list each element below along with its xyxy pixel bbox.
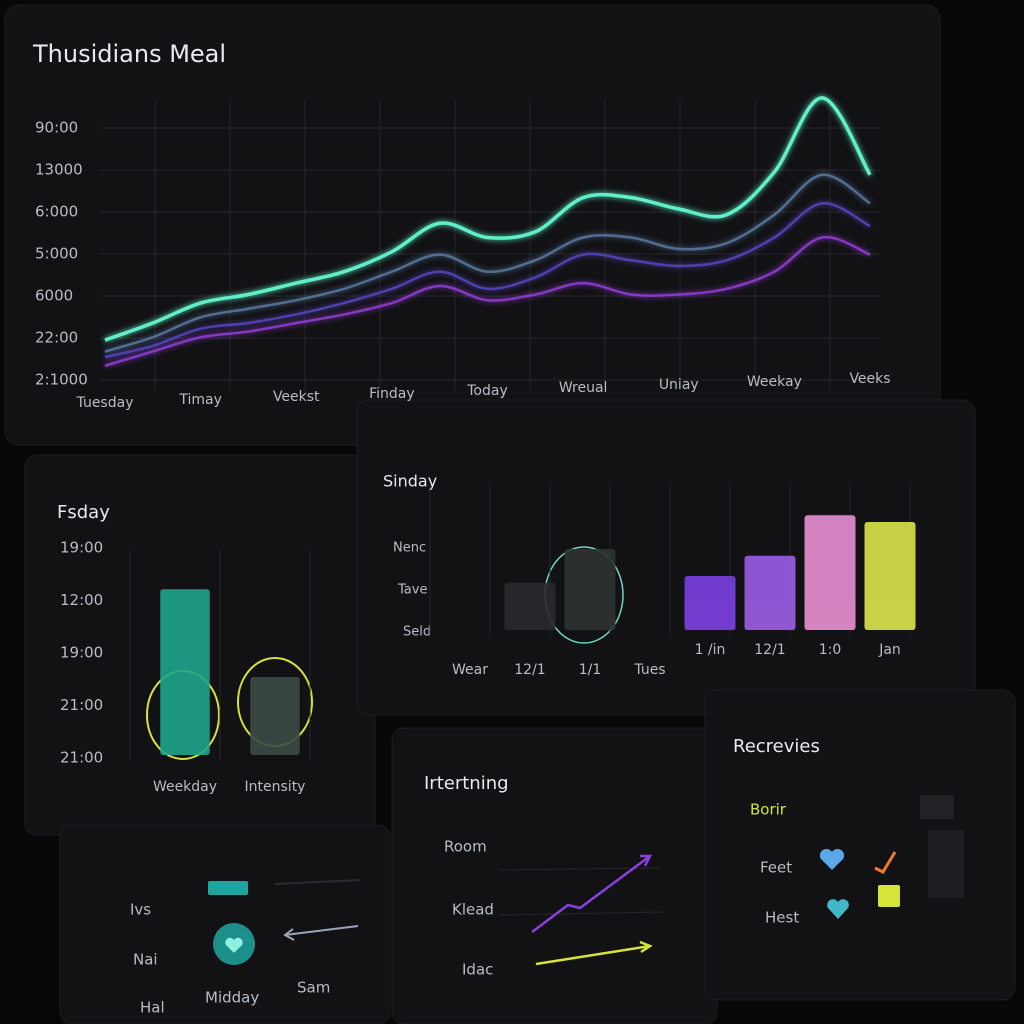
x-tick-label: Wear [452,662,488,678]
x-tick-label: Today [466,383,508,399]
x-tick-label: Finday [369,386,415,402]
x-tick-label: Timay [178,392,222,408]
check-icon [874,851,897,874]
label: Hest [765,909,799,927]
y-tick-label: 90:00 [35,119,78,137]
bar [684,576,736,630]
x-tick-label: 12/1 [514,662,545,678]
bottom-left-panel [59,824,391,1024]
label: Nai [133,951,158,969]
sinday-panel [356,399,976,716]
y-tick-label: 19:00 [60,539,103,557]
panel-title: Fsday [57,502,110,523]
bar [564,549,616,630]
x-tick-label: Jan [878,642,901,658]
line-series [104,173,871,353]
panel-title: Sinday [383,472,437,491]
heart-icon [225,937,243,953]
x-tick-label: Tuesday [76,395,134,411]
y-tick-label: 21:00 [60,696,103,714]
y-tick-label: 19:00 [60,644,103,662]
label: Midday [205,989,259,1007]
y-tick-label: 6000 [35,287,73,305]
x-tick-label: Intensity [245,779,306,795]
label: Klead [452,901,494,919]
label: Idac [462,961,493,979]
y-tick-label: 6:000 [35,203,78,221]
block [928,830,964,898]
line-series [104,236,871,367]
y-tick-label: 22:00 [35,329,78,347]
heart-icon [827,899,849,919]
bar [160,589,210,755]
bar [744,555,796,630]
x-tick-label: Veekst [273,389,320,405]
divider [274,879,361,885]
bar [504,582,556,630]
label: Borir [750,801,787,819]
label: Hal [140,999,165,1017]
page-title: Thusidians Meal [32,40,226,68]
label: Sam [297,979,330,997]
panel-title: Irtertning [424,773,509,794]
x-tick-label: Veeks [849,371,890,387]
y-tick-label: 13000 [35,161,83,179]
x-tick-label: Wreual [559,380,608,396]
x-tick-label: 1 /in [695,642,726,658]
x-tick-label: 1/1 [579,662,602,678]
x-tick-label: Uniay [659,377,699,393]
bar [804,515,856,630]
line-series [104,96,872,342]
y-tick-label: 21:00 [60,749,103,767]
y-tick-label: 2:1000 [35,371,88,389]
arrow [283,925,359,941]
reviews-panel [704,689,1016,1001]
x-tick-label: Weekday [153,779,217,795]
bar [250,677,300,755]
chip [208,881,248,895]
label: Room [444,838,487,856]
arrow [531,854,653,933]
x-tick-label: Tues [633,662,665,678]
line-series [104,202,871,359]
y-tick-label: Tave [397,583,427,598]
bar [864,522,916,630]
y-tick-label: 5:000 [35,245,78,263]
y-tick-label: 12:00 [60,591,103,609]
block [920,795,954,819]
label: Feet [760,859,792,877]
x-tick-label: Weekay [747,374,802,390]
arrow [535,940,653,966]
y-tick-label: Nenc [393,541,426,556]
chip [878,885,900,907]
x-tick-label: 1:0 [819,642,842,658]
label: Ivs [130,901,151,919]
panel-title: Recrevies [733,736,820,757]
x-tick-label: 12/1 [754,642,785,658]
y-tick-label: Seld [403,625,431,640]
grid-line [499,911,666,916]
heart-icon [819,848,845,870]
